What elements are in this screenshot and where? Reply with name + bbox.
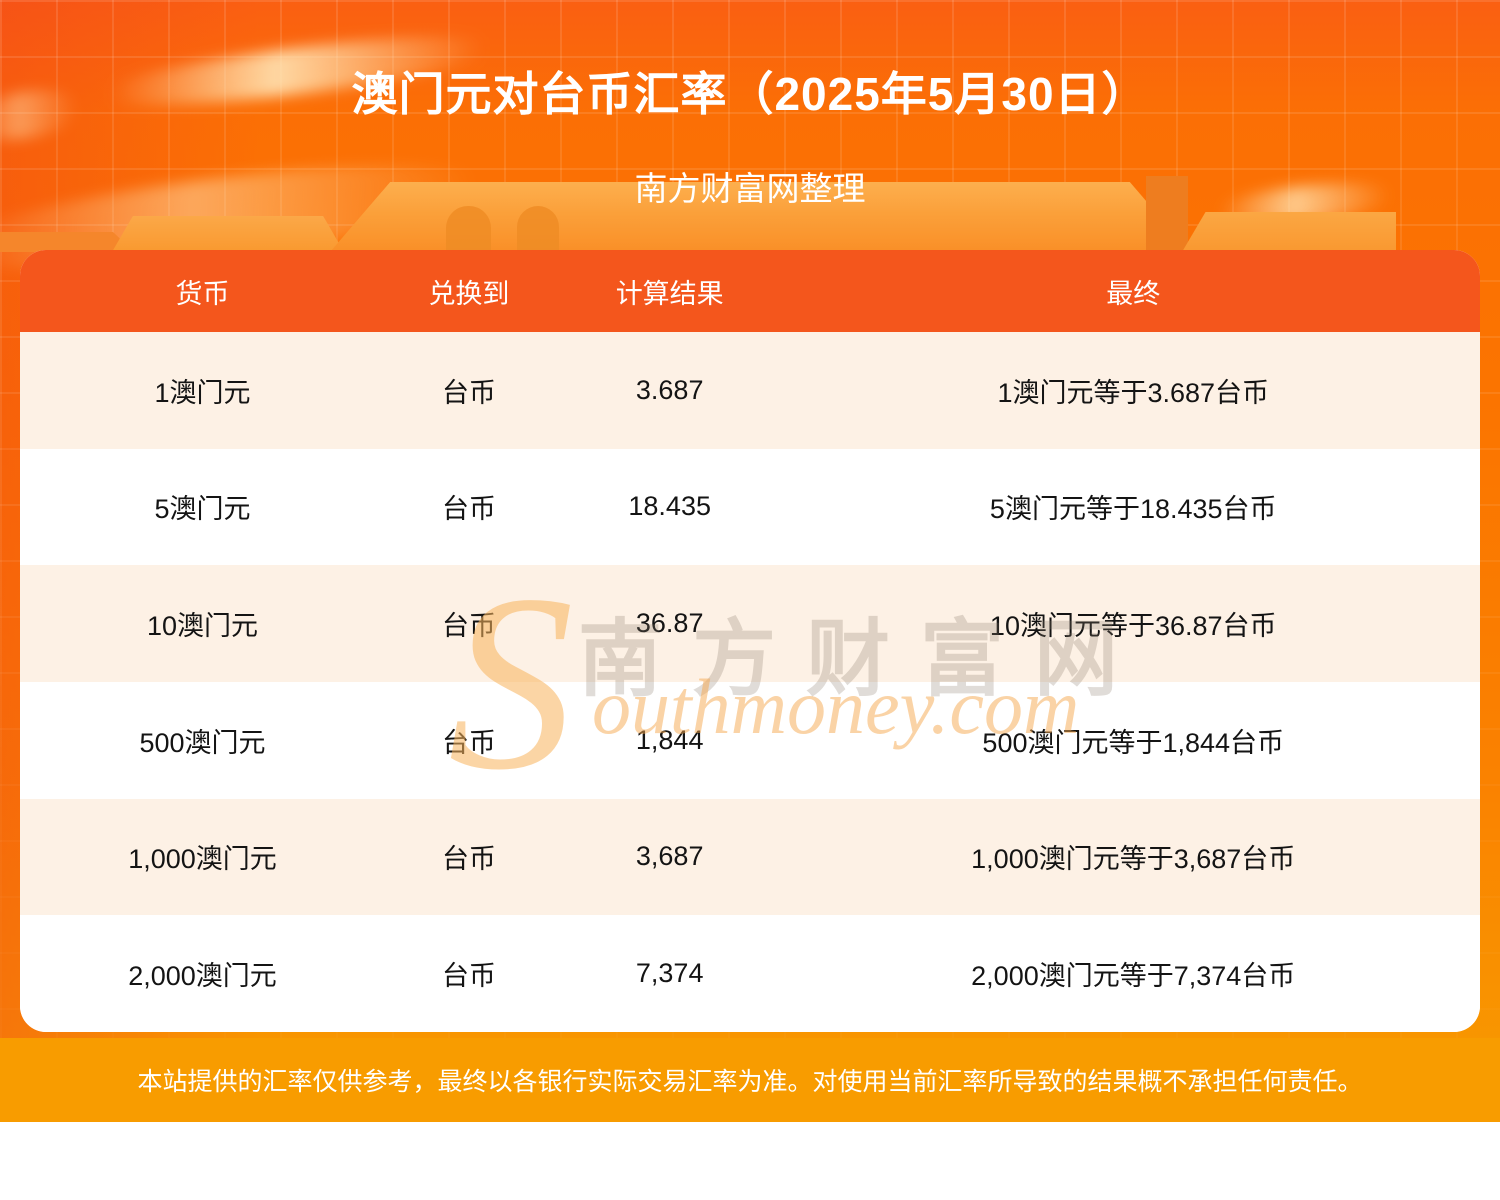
cell-amount: 500澳门元 [139,727,266,758]
cell-to-currency: 台币 [441,844,496,875]
header-calc-result: 计算结果 [615,278,724,309]
table-row: 2,000澳门元 台币 7,374 2,000澳门元等于7,374台币 [20,915,1480,1032]
cell-final-statement: 2,000澳门元等于7,374台币 [971,961,1296,992]
cell-amount: 10澳门元 [146,611,259,642]
table-row: 1,000澳门元 台币 3,687 1,000澳门元等于3,687台币 [20,798,1480,916]
podium-center-decor [330,182,1190,252]
cell-final-statement: 1澳门元等于3.687台币 [997,377,1270,408]
table-row: 500澳门元 台币 1,844 500澳门元等于1,844台币 [20,681,1480,799]
cell-amount: 1澳门元 [154,377,251,408]
header-final: 最终 [1106,278,1161,309]
cell-to-currency: 台币 [441,494,496,525]
cell-result: 18.435 [628,491,711,522]
table-row: 10澳门元 台币 36.87 10澳门元等于36.87台币 [20,565,1480,682]
page-subtitle: 南方财富网整理 [634,170,866,207]
cell-to-currency: 台币 [441,727,496,758]
cell-amount: 5澳门元 [154,494,251,525]
rate-table: 货币 兑换到 计算结果 最终 1澳门元 台币 3.687 1澳门元等于3.687… [20,250,1480,1032]
cell-final-statement: 500澳门元等于1,844台币 [982,727,1285,758]
cell-final-statement: 5澳门元等于18.435台币 [989,494,1277,525]
cell-amount: 2,000澳门元 [128,961,277,992]
cell-to-currency: 台币 [441,611,496,642]
cell-result: 1,844 [635,724,704,755]
table-row: 5澳门元 台币 18.435 5澳门元等于18.435台币 [20,448,1480,566]
podium-side-decor [1146,176,1188,252]
cell-to-currency: 台币 [441,377,496,408]
cell-final-statement: 10澳门元等于36.87台币 [989,611,1277,642]
header-currency: 货币 [175,278,230,309]
disclaimer-bar: 本站提供的汇率仅供参考，最终以各银行实际交易汇率为准。对使用当前汇率所导致的结果… [0,1038,1500,1122]
disclaimer-text: 本站提供的汇率仅供参考，最终以各银行实际交易汇率为准。对使用当前汇率所导致的结果… [137,1068,1363,1096]
cell-result: 36.87 [635,608,704,639]
header-convert-to: 兑换到 [428,278,510,309]
podium-side-decor [0,232,134,252]
podium-left-decor [112,216,344,252]
podium-right-decor [1182,212,1396,252]
cell-result: 7,374 [635,958,704,989]
cell-amount: 1,000澳门元 [128,844,277,875]
cell-to-currency: 台币 [441,961,496,992]
table-header-row: 货币 兑换到 计算结果 最终 [20,250,1480,332]
cell-result: 3.687 [635,374,704,405]
cell-result: 3,687 [635,841,704,872]
table-row: 1澳门元 台币 3.687 1澳门元等于3.687台币 [20,332,1480,449]
page-title: 澳门元对台币汇率（2025年5月30日） [351,68,1149,120]
cell-final-statement: 1,000澳门元等于3,687台币 [971,844,1296,875]
arch-decor [517,206,559,252]
arch-decor [446,206,491,252]
